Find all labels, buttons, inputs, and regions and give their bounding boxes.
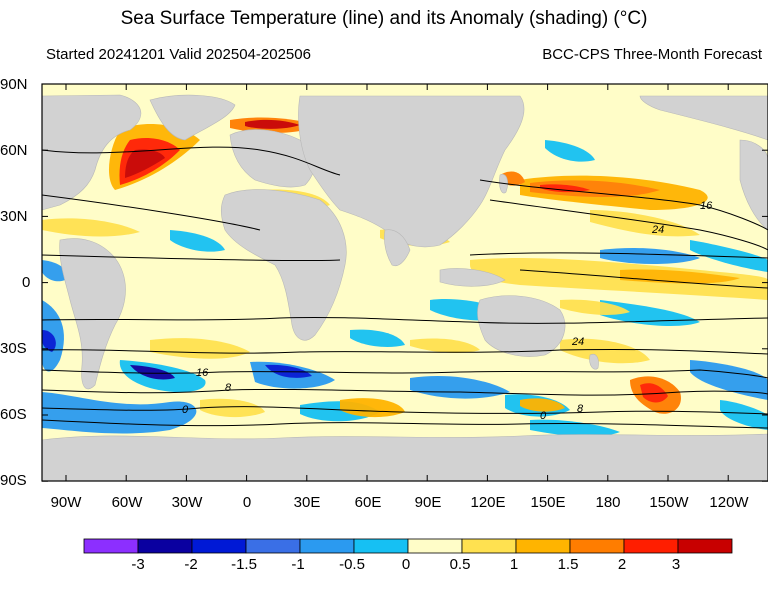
lon-label: 30W [171, 494, 203, 511]
forecast-info: Started 20241201 Valid 202504-202506 [46, 46, 311, 63]
colorbar-swatch [299, 538, 355, 554]
lon-label: 0 [242, 494, 252, 511]
lon-label: 30E [293, 494, 321, 511]
contour-label: 8 [577, 403, 584, 415]
forecast-source: BCC-CPS Three-Month Forecast [542, 46, 762, 63]
contour-label: 16 [700, 200, 713, 212]
colorbar-label: -1.5 [231, 556, 257, 573]
lat-label: 60N [0, 142, 28, 159]
landmass-europe [229, 129, 315, 188]
lon-label: 90E [414, 494, 442, 511]
landmass-north-america-right [739, 139, 768, 231]
landmass-australia [477, 295, 566, 357]
colorbar-swatch [353, 538, 409, 554]
landmass-africa [220, 189, 347, 341]
landmass-india [384, 229, 411, 267]
landmass-maritime-continent [439, 268, 506, 287]
lat-label: 60S [0, 406, 27, 423]
lon-label: 150E [530, 494, 566, 511]
land [42, 94, 768, 481]
colorbar-label: 0.5 [449, 556, 471, 573]
contour-label-group: 16 24 24 16 8 0 0 8 [182, 200, 713, 422]
colorbar-swatch [245, 538, 301, 554]
contour-label: 16 [196, 367, 209, 379]
landmass-asia [298, 95, 525, 248]
lat-label: 90S [0, 472, 27, 489]
lat-label: 30S [0, 340, 27, 357]
contour-label: 8 [225, 382, 232, 394]
landmass-south-america [59, 238, 126, 390]
landmass-alaska-right [639, 95, 768, 141]
lon-label: 150W [649, 494, 689, 511]
lat-label: 30N [0, 208, 28, 225]
lon-label: 90W [50, 494, 82, 511]
warm-anomaly-shading [42, 117, 768, 418]
colorbar-label: 0 [401, 556, 411, 573]
cold-anomaly-shading [42, 140, 768, 437]
colorbar-label: 1 [509, 556, 519, 573]
contour-label: 24 [651, 224, 664, 236]
colorbar-label: 1.5 [557, 556, 579, 573]
colorbar-label: 3 [671, 556, 681, 573]
colorbar-swatch [407, 538, 463, 554]
colorbar-swatch [623, 538, 679, 554]
colorbar-label: -0.5 [339, 556, 365, 573]
map-title: Sea Surface Temperature (line) and its A… [120, 8, 648, 29]
contour-label: 0 [182, 404, 189, 416]
lon-label: 60E [354, 494, 382, 511]
colorbar-label: 2 [617, 556, 627, 573]
lat-label: 90N [0, 76, 28, 93]
landmass-antarctica [42, 433, 768, 481]
colorbar-swatch [515, 538, 571, 554]
lat-label: 0 [22, 274, 31, 291]
colorbar-swatch [137, 538, 193, 554]
colorbar-swatch [191, 538, 247, 554]
contour-label: 0 [540, 410, 547, 422]
lon-label: 180 [595, 494, 621, 511]
colorbar-label: -3 [131, 556, 145, 573]
colorbar-swatch [677, 538, 733, 554]
contour-label: 24 [571, 336, 584, 348]
lon-label: 120E [470, 494, 506, 511]
lon-label: 120W [709, 494, 749, 511]
sst-contours [42, 146, 768, 429]
colorbar-swatch [569, 538, 625, 554]
landmass-greenland [149, 94, 236, 141]
lon-label: 60W [111, 494, 143, 511]
axis-ticks [42, 83, 768, 482]
colorbar [83, 538, 733, 554]
colorbar-swatch [83, 538, 139, 554]
colorbar-label: -1 [291, 556, 305, 573]
colorbar-label: -2 [184, 556, 198, 573]
colorbar-swatch [461, 538, 517, 554]
landmass-new-zealand [589, 353, 599, 370]
